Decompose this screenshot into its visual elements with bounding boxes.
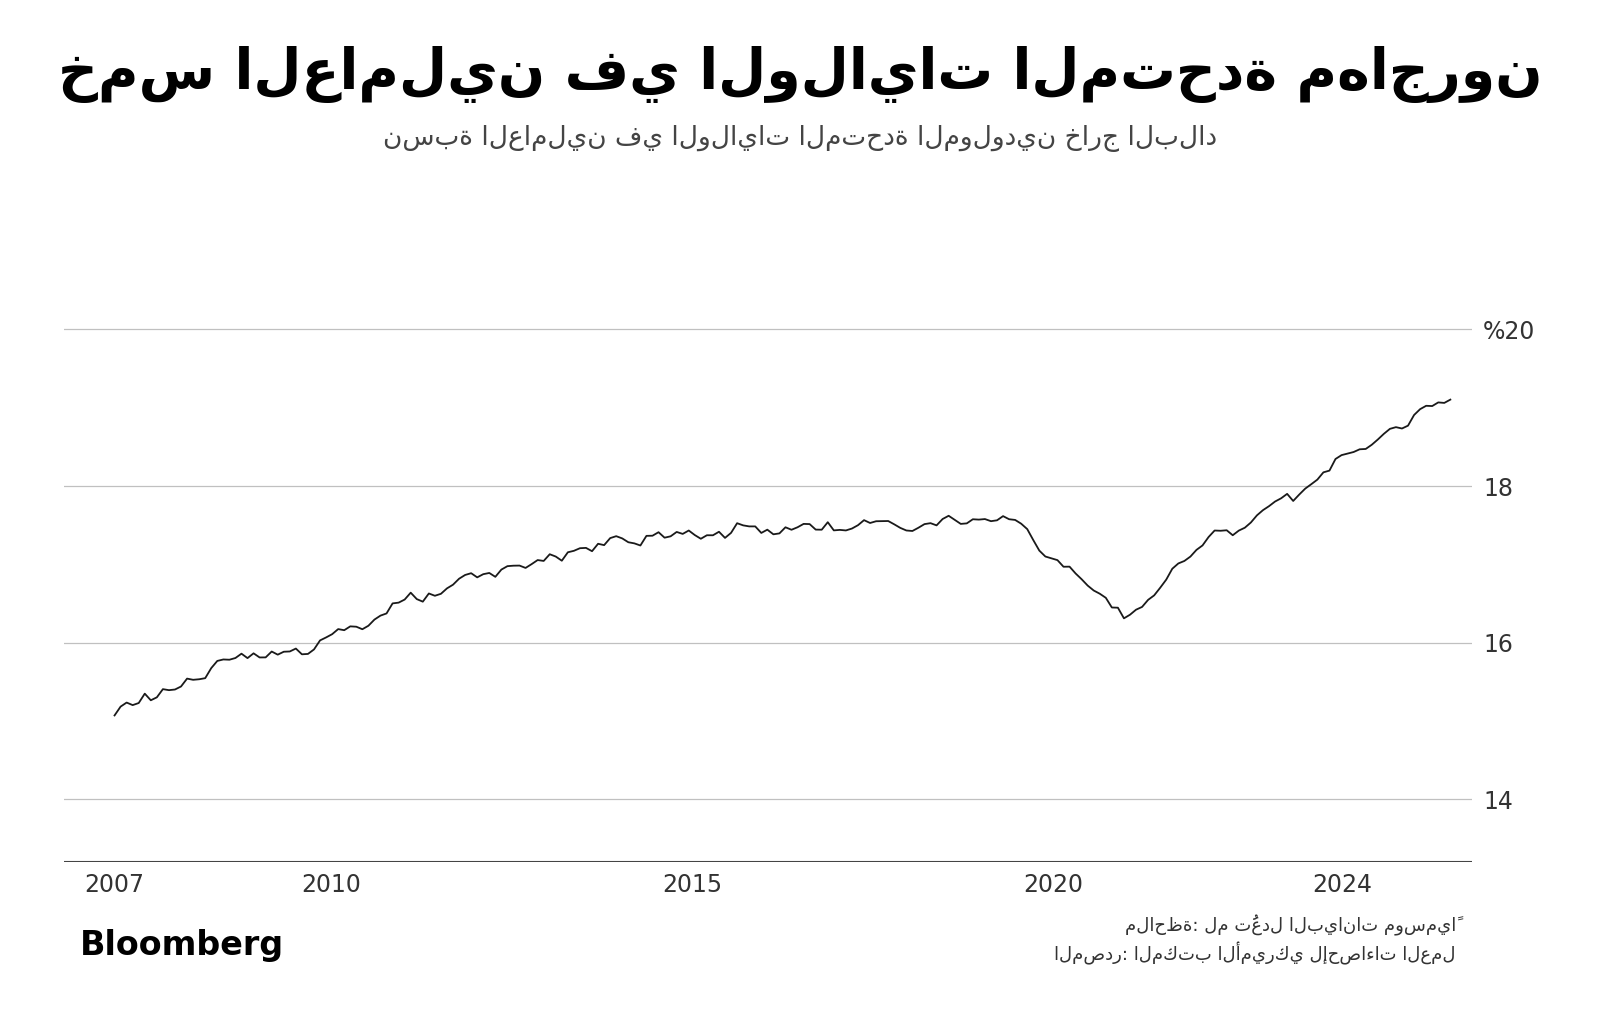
Text: ملاحظة: لم تُعدل البيانات موسمياً: ملاحظة: لم تُعدل البيانات موسمياً <box>1125 915 1456 937</box>
Text: المصدر: المكتب الأميركي لإحصاءات العمل: المصدر: المكتب الأميركي لإحصاءات العمل <box>1054 942 1456 965</box>
Text: نسبة العاملين في الولايات المتحدة المولودين خارج البلاد: نسبة العاملين في الولايات المتحدة المولو… <box>382 125 1218 152</box>
Text: Bloomberg: Bloomberg <box>80 929 285 961</box>
Text: خمس العاملين في الولايات المتحدة مهاجرون: خمس العاملين في الولايات المتحدة مهاجرون <box>58 46 1542 104</box>
